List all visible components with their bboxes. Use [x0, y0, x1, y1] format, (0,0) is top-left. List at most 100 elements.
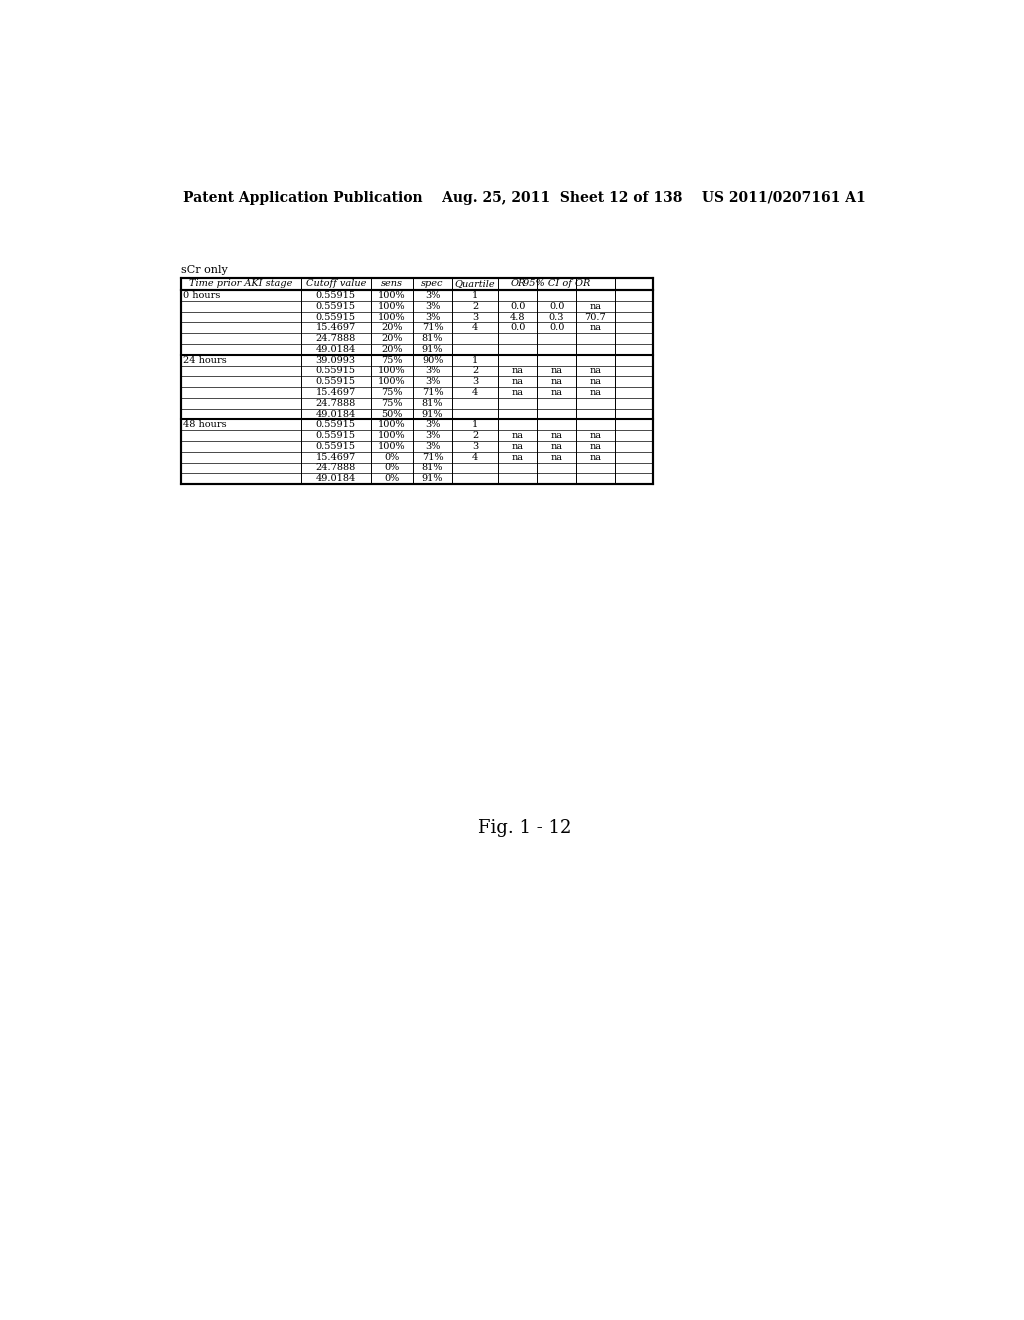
Text: 81%: 81%	[422, 463, 443, 473]
Text: 3%: 3%	[425, 442, 440, 451]
Text: 0.55915: 0.55915	[315, 442, 355, 451]
Text: 0%: 0%	[384, 474, 399, 483]
Text: 100%: 100%	[378, 290, 406, 300]
Text: na: na	[590, 302, 601, 310]
Text: 75%: 75%	[381, 399, 402, 408]
Text: Time prior AKI stage: Time prior AKI stage	[189, 280, 293, 288]
Text: 0.55915: 0.55915	[315, 367, 355, 375]
Text: 49.0184: 49.0184	[315, 409, 355, 418]
Text: 71%: 71%	[422, 323, 443, 333]
Text: 75%: 75%	[381, 355, 402, 364]
Text: na: na	[590, 432, 601, 440]
Text: 100%: 100%	[378, 420, 406, 429]
Text: na: na	[590, 367, 601, 375]
Text: OR: OR	[510, 280, 525, 288]
Text: na: na	[551, 378, 562, 387]
Text: 0.0: 0.0	[510, 323, 525, 333]
Text: 4: 4	[472, 453, 478, 462]
Text: 49.0184: 49.0184	[315, 474, 355, 483]
Text: 90%: 90%	[422, 355, 443, 364]
Text: 95% CI of OR: 95% CI of OR	[523, 280, 590, 288]
Text: 0.0: 0.0	[549, 323, 564, 333]
Text: 71%: 71%	[422, 388, 443, 397]
Text: 4: 4	[472, 323, 478, 333]
Text: sCr only: sCr only	[180, 265, 227, 275]
Text: 4: 4	[472, 388, 478, 397]
Text: 49.0184: 49.0184	[315, 345, 355, 354]
Text: na: na	[512, 453, 524, 462]
Text: 75%: 75%	[381, 388, 402, 397]
Text: 0.55915: 0.55915	[315, 378, 355, 387]
Text: 91%: 91%	[422, 345, 443, 354]
Text: 100%: 100%	[378, 442, 406, 451]
Text: na: na	[551, 453, 562, 462]
Text: 0.0: 0.0	[510, 302, 525, 310]
Text: 91%: 91%	[422, 409, 443, 418]
Text: 0.55915: 0.55915	[315, 302, 355, 310]
Text: 70.7: 70.7	[585, 313, 606, 322]
Text: 0 hours: 0 hours	[183, 290, 220, 300]
Text: 3%: 3%	[425, 313, 440, 322]
Text: 1: 1	[472, 355, 478, 364]
Text: na: na	[512, 378, 524, 387]
Text: 0.55915: 0.55915	[315, 420, 355, 429]
Text: 2: 2	[472, 432, 478, 440]
Text: na: na	[512, 432, 524, 440]
Text: 2: 2	[472, 302, 478, 310]
Text: spec: spec	[421, 280, 443, 288]
Text: 3: 3	[472, 313, 478, 322]
Text: 0%: 0%	[384, 463, 399, 473]
Text: na: na	[590, 388, 601, 397]
Text: sens: sens	[381, 280, 402, 288]
Bar	[180, 277, 653, 484]
Text: na: na	[551, 388, 562, 397]
Text: 3%: 3%	[425, 432, 440, 440]
Text: Patent Application Publication    Aug. 25, 2011  Sheet 12 of 138    US 2011/0207: Patent Application Publication Aug. 25, …	[183, 191, 866, 205]
Text: 50%: 50%	[381, 409, 402, 418]
Text: 100%: 100%	[378, 302, 406, 310]
Text: na: na	[590, 442, 601, 451]
Text: 24 hours: 24 hours	[183, 355, 226, 364]
Text: na: na	[551, 442, 562, 451]
Text: 3%: 3%	[425, 420, 440, 429]
Text: 100%: 100%	[378, 378, 406, 387]
Text: 39.0993: 39.0993	[315, 355, 355, 364]
Text: 20%: 20%	[381, 323, 402, 333]
Text: 4.8: 4.8	[510, 313, 525, 322]
Text: 81%: 81%	[422, 334, 443, 343]
Text: na: na	[512, 367, 524, 375]
Text: na: na	[590, 323, 601, 333]
Text: Quartile: Quartile	[455, 280, 496, 288]
Text: 71%: 71%	[422, 453, 443, 462]
Text: 15.4697: 15.4697	[315, 323, 355, 333]
Text: 1: 1	[472, 420, 478, 429]
Text: 20%: 20%	[381, 345, 402, 354]
Text: na: na	[512, 388, 524, 397]
Text: 100%: 100%	[378, 367, 406, 375]
Text: 1: 1	[472, 290, 478, 300]
Text: 20%: 20%	[381, 334, 402, 343]
Text: na: na	[551, 432, 562, 440]
Text: 0.55915: 0.55915	[315, 432, 355, 440]
Text: 24.7888: 24.7888	[315, 463, 355, 473]
Text: na: na	[590, 378, 601, 387]
Text: na: na	[512, 442, 524, 451]
Text: na: na	[551, 367, 562, 375]
Text: 81%: 81%	[422, 399, 443, 408]
Text: 0.0: 0.0	[549, 302, 564, 310]
Text: 3%: 3%	[425, 367, 440, 375]
Text: 0.55915: 0.55915	[315, 313, 355, 322]
Text: 91%: 91%	[422, 474, 443, 483]
Text: Fig. 1 - 12: Fig. 1 - 12	[478, 820, 571, 837]
Text: 0.55915: 0.55915	[315, 290, 355, 300]
Text: 3%: 3%	[425, 302, 440, 310]
Text: na: na	[590, 453, 601, 462]
Text: 0.3: 0.3	[549, 313, 564, 322]
Text: 24.7888: 24.7888	[315, 334, 355, 343]
Text: 3%: 3%	[425, 290, 440, 300]
Text: 15.4697: 15.4697	[315, 453, 355, 462]
Text: 15.4697: 15.4697	[315, 388, 355, 397]
Text: 3%: 3%	[425, 378, 440, 387]
Text: 3: 3	[472, 442, 478, 451]
Text: Cutoff value: Cutoff value	[305, 280, 366, 288]
